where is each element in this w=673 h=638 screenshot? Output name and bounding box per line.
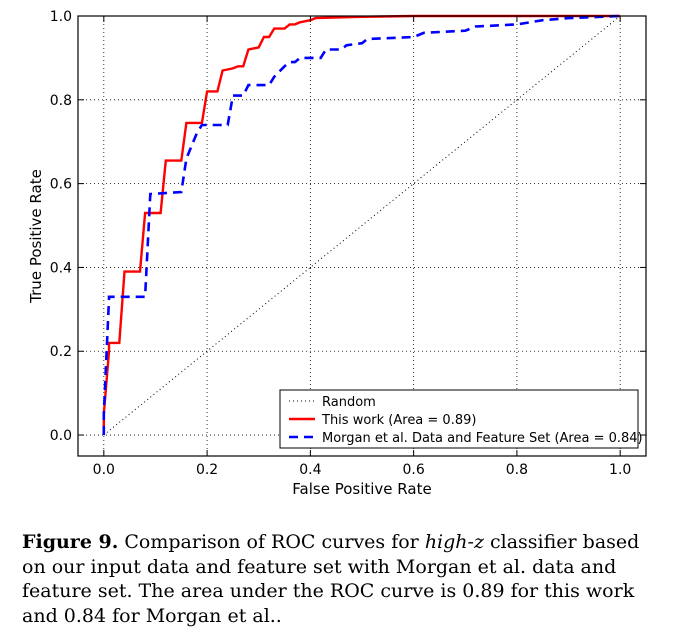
y-axis-label: True Positive Rate (27, 169, 45, 304)
series-line-0 (103, 15, 621, 436)
caption-text-before: Comparison of ROC curves for (118, 531, 425, 553)
caption-emphasis: high-z (424, 531, 484, 553)
x-tick-labels: 0.0 0.2 0.4 0.6 0.8 1.0 (93, 462, 632, 478)
x-tick-label: 0.4 (299, 462, 321, 478)
series-line-2 (102, 14, 621, 435)
y-tick-label: 0.0 (50, 428, 72, 444)
y-tick-label: 0.2 (50, 344, 72, 360)
x-tick-label: 0.0 (93, 462, 115, 478)
caption-label: Figure 9. (22, 531, 119, 553)
y-tick-label: 1.0 (50, 9, 72, 25)
legend-label-0: Random (322, 395, 376, 410)
x-tick-label: 1.0 (609, 462, 631, 478)
y-tick-labels: 0.0 0.2 0.4 0.6 0.8 1.0 (50, 9, 72, 444)
legend-label-1: This work (Area = 0.89) (321, 413, 476, 428)
y-tick-label: 0.8 (50, 93, 72, 109)
y-tick-label: 0.6 (50, 177, 72, 193)
caption-text-after: classifier based on our input data and f… (22, 531, 640, 627)
roc-chart: 0.0 0.2 0.4 0.6 0.8 1.0 0.0 0.2 0.4 0.6 0.8 1.0 Fa… (27, 9, 647, 498)
y-tick-label: 0.4 (50, 260, 72, 276)
figure-caption: Figure 9. Comparison of ROC curves for h… (22, 530, 662, 628)
x-tick-label: 0.2 (196, 462, 218, 478)
tick-marks (78, 15, 646, 456)
plot-frame (77, 15, 647, 457)
series-lines (102, 14, 621, 436)
legend-box (279, 389, 639, 449)
x-tick-label: 0.8 (506, 462, 528, 478)
legend: Random This work (Area = 0.89) Morgan et a… (279, 389, 643, 449)
x-axis-label: False Positive Rate (292, 480, 431, 498)
x-tick-label: 0.6 (403, 462, 425, 478)
legend-label-2: Morgan et al. Data and Feature Set (Area… (322, 431, 643, 446)
series-line-1 (102, 14, 621, 435)
